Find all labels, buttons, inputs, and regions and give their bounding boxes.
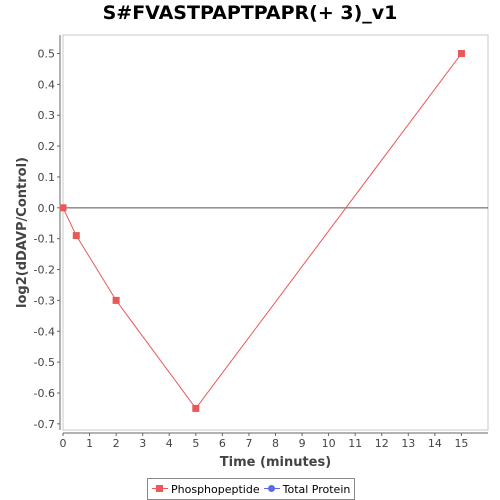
legend-swatch-phosphopeptide bbox=[152, 484, 168, 494]
x-tick-label: 8 bbox=[272, 437, 279, 450]
y-tick-label: -0.6 bbox=[34, 387, 55, 400]
legend-item-total-protein: Total Protein bbox=[263, 482, 351, 496]
legend-item-phosphopeptide: Phosphopeptide bbox=[152, 483, 260, 496]
y-tick-label: 0.2 bbox=[38, 140, 56, 153]
x-tick-label: 9 bbox=[299, 437, 306, 450]
x-tick-label: 14 bbox=[428, 437, 442, 450]
y-tick-label: -0.3 bbox=[34, 294, 55, 307]
x-tick-label: 2 bbox=[113, 437, 120, 450]
x-tick-label: 11 bbox=[348, 437, 362, 450]
y-axis-title: log2(dDAVP/Control) bbox=[15, 157, 30, 308]
y-tick-label: -0.7 bbox=[34, 418, 55, 431]
x-tick-label: 13 bbox=[401, 437, 415, 450]
data-point bbox=[192, 404, 200, 412]
x-tick-label: 15 bbox=[454, 437, 468, 450]
x-tick-label: 3 bbox=[139, 437, 146, 450]
legend-label-total-protein: Total Protein bbox=[282, 482, 351, 496]
legend: Phosphopeptide Total Protein bbox=[147, 478, 356, 500]
y-tick-label: 0.4 bbox=[38, 78, 56, 91]
y-tick-label: -0.4 bbox=[34, 325, 55, 338]
y-tick-label: 0.3 bbox=[38, 109, 56, 122]
x-tick-label: 6 bbox=[219, 437, 226, 450]
plot-frame bbox=[62, 34, 489, 431]
x-tick-label: 12 bbox=[375, 437, 389, 450]
data-point bbox=[457, 50, 465, 58]
x-axis-title: Time (minutes) bbox=[220, 455, 331, 470]
data-point bbox=[59, 204, 67, 212]
legend-swatch-total-protein bbox=[263, 484, 280, 494]
data-point bbox=[72, 232, 80, 240]
y-tick-label: -0.5 bbox=[34, 356, 55, 369]
legend-label-phosphopeptide: Phosphopeptide bbox=[171, 482, 260, 496]
y-tick-label: -0.2 bbox=[34, 264, 55, 277]
x-tick-label: 1 bbox=[86, 437, 93, 450]
x-tick-label: 10 bbox=[322, 437, 336, 450]
y-tick-label: 0.0 bbox=[38, 202, 56, 215]
x-tick-label: 4 bbox=[166, 437, 173, 450]
x-tick-label: 0 bbox=[60, 437, 67, 450]
y-tick-label: -0.1 bbox=[34, 233, 55, 246]
data-point bbox=[112, 296, 120, 304]
y-tick-label: 0.5 bbox=[38, 48, 56, 61]
plot-area: -0.7 -0.6 -0.5 -0.4 -0.3 -0.2 -0.1 0.0 0.1 0.2 0.3… bbox=[15, 34, 489, 470]
x-tick-label: 5 bbox=[192, 437, 199, 450]
x-tick-label: 7 bbox=[245, 437, 252, 450]
y-tick-label: 0.1 bbox=[38, 171, 56, 184]
chart-title: S#FVASTPAPTPAPR(+ 3)_v1 bbox=[102, 2, 398, 24]
